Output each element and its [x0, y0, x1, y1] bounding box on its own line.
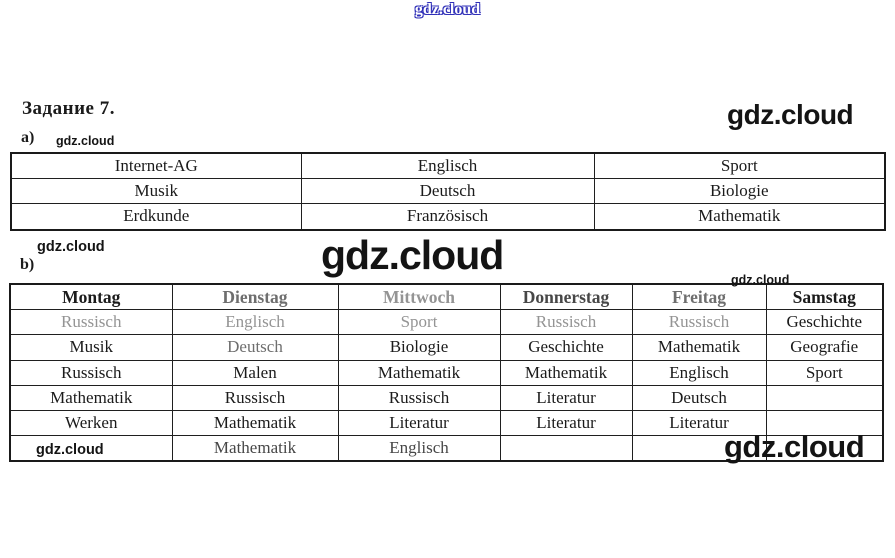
table-row: Mathematik Russisch Russisch Literatur D…	[9, 384, 884, 411]
table-cell: Musik	[10, 178, 302, 205]
table-cell: Russisch	[9, 309, 173, 336]
table-cell: Deutsch	[171, 334, 339, 361]
table-cell: Mathematik	[171, 435, 339, 462]
table-cell: Deutsch	[300, 178, 595, 205]
subjects-table-a: Internet-AG Englisch Sport Musik Deutsch…	[10, 152, 886, 231]
table-row: Internet-AG Englisch Sport	[10, 152, 886, 180]
table-cell	[499, 435, 633, 462]
task-title: Задание 7.	[22, 98, 115, 119]
table-row: Erdkunde Französisch Mathematik	[10, 203, 886, 231]
table-cell: Musik	[9, 334, 173, 361]
table-cell: Russisch	[337, 384, 501, 411]
watermark-beside-a: gdz.cloud	[56, 134, 115, 148]
table-row: Musik Deutsch Biologie	[10, 178, 886, 205]
table-cell: Sport	[593, 152, 886, 180]
table-cell: Erdkunde	[10, 203, 302, 231]
header-montag: Montag	[9, 283, 173, 311]
table-cell	[9, 435, 173, 462]
watermark-bottom-left-cell: gdz.cloud	[36, 442, 104, 458]
table-cell: Mathematik	[593, 203, 886, 231]
table-header-row: Montag Dienstag Mittwoch Donnerstag Frei…	[9, 283, 884, 311]
table-cell: Mathematik	[9, 384, 173, 411]
section-label-a: a)	[21, 129, 35, 146]
table-cell	[631, 435, 767, 462]
table-row: Musik Deutsch Biologie Geschichte Mathem…	[9, 334, 884, 361]
table-cell: Mathematik	[631, 334, 767, 361]
table-row: Mathematik Englisch	[9, 435, 884, 462]
table-cell: Englisch	[337, 435, 501, 462]
table-cell: Englisch	[631, 359, 767, 386]
table-cell: Sport	[337, 309, 501, 336]
table-cell: Literatur	[499, 384, 633, 411]
table-cell: Englisch	[171, 309, 339, 336]
header-freitag: Freitag	[631, 283, 767, 311]
table-cell	[765, 435, 884, 462]
watermark-bottom-right: gdz.cloud	[724, 429, 865, 464]
header-mittwoch: Mittwoch	[337, 283, 501, 311]
table-cell: Englisch	[300, 152, 595, 180]
table-cell: Internet-AG	[10, 152, 302, 180]
header-dienstag: Dienstag	[171, 283, 339, 311]
watermark-above-samstag: gdz.cloud	[731, 273, 790, 287]
table-cell: Deutsch	[631, 384, 767, 411]
table-cell: Mathematik	[171, 409, 339, 437]
table-cell: Biologie	[337, 334, 501, 361]
table-cell: Geschichte	[499, 334, 633, 361]
timetable-table-b: Montag Dienstag Mittwoch Donnerstag Frei…	[9, 283, 884, 463]
table-cell: Mathematik	[499, 359, 633, 386]
table-cell: Werken	[9, 409, 173, 437]
header-samstag: Samstag	[765, 283, 884, 311]
table-cell: Sport	[765, 359, 884, 386]
table-cell: Russisch	[9, 359, 173, 386]
header-donnerstag: Donnerstag	[499, 283, 633, 311]
table-cell: Geschichte	[765, 309, 884, 336]
table-cell	[765, 384, 884, 411]
table-row: Russisch Malen Mathematik Mathematik Eng…	[9, 359, 884, 386]
table-cell	[765, 409, 884, 437]
watermark-top-right: gdz.cloud	[727, 99, 854, 130]
watermark-center-large: gdz.cloud	[321, 232, 504, 278]
table-cell: Literatur	[631, 409, 767, 437]
table-cell: Literatur	[499, 409, 633, 437]
table-cell: Literatur	[337, 409, 501, 437]
section-label-b: b)	[20, 256, 35, 273]
table-cell: Malen	[171, 359, 339, 386]
table-cell: Geografie	[765, 334, 884, 361]
table-row: Werken Mathematik Literatur Literatur Li…	[9, 409, 884, 437]
table-cell: Mathematik	[337, 359, 501, 386]
table-cell: Französisch	[300, 203, 595, 231]
watermark-above-b: gdz.cloud	[37, 239, 105, 255]
table-cell: Russisch	[171, 384, 339, 411]
table-cell: Biologie	[593, 178, 886, 205]
table-row: Russisch Englisch Sport Russisch Russisc…	[9, 309, 884, 336]
watermark-top-center: gdz.cloud	[414, 1, 481, 18]
table-cell: Russisch	[499, 309, 633, 336]
table-cell: Russisch	[631, 309, 767, 336]
